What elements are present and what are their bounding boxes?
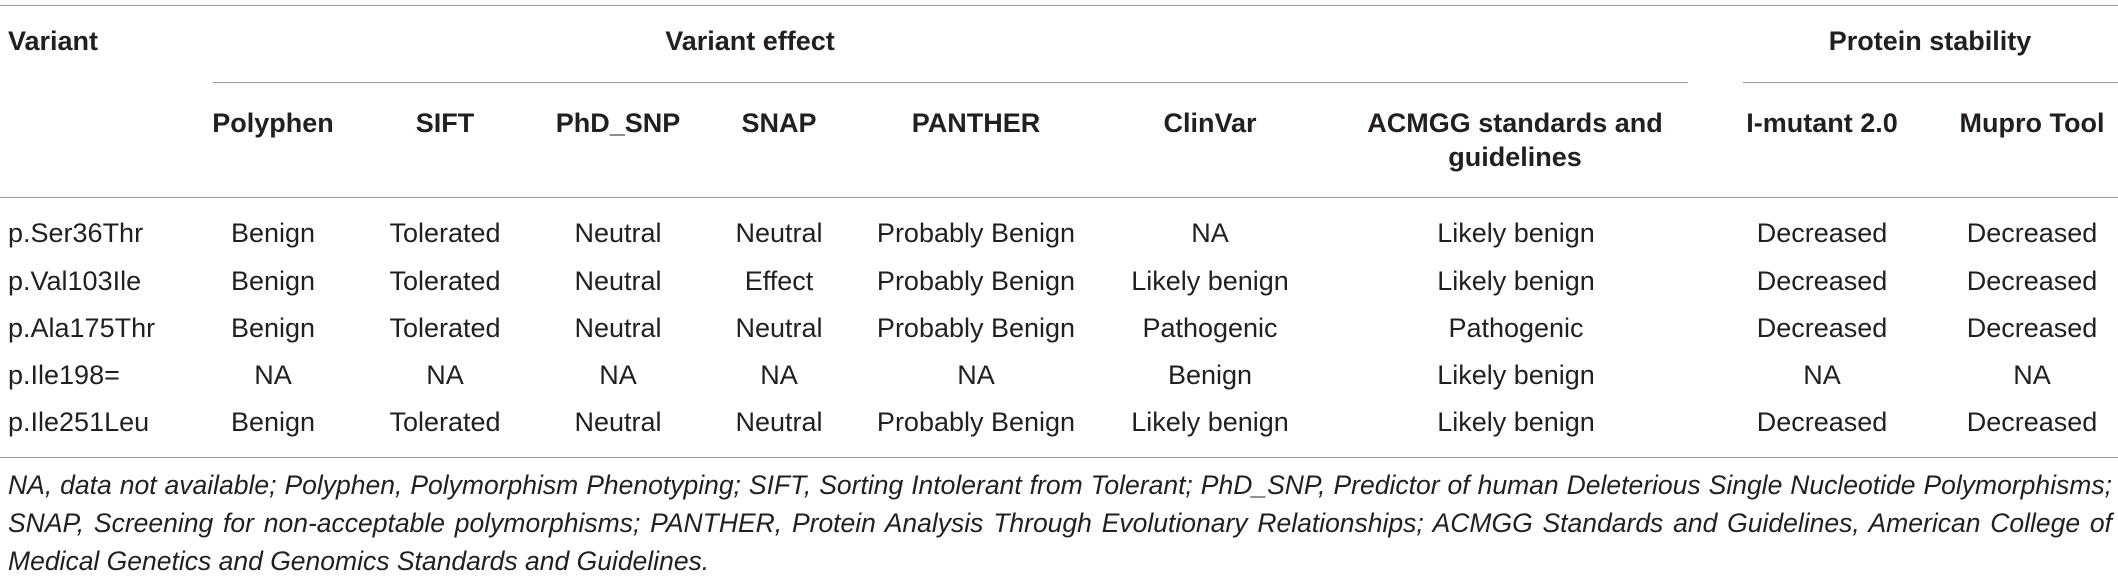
table-cell: Neutral <box>574 266 662 296</box>
column-header-phd-snp: PhD_SNP <box>555 108 681 138</box>
table-cell: NA <box>957 360 995 390</box>
table-cell: Effect <box>744 266 814 296</box>
column-header-polyphen: Polyphen <box>212 108 334 138</box>
table-cell: Benign <box>230 266 316 296</box>
table-cell: Decreased <box>1966 313 2098 343</box>
table-cell: Benign <box>230 407 316 437</box>
table-cell: NA <box>2013 360 2051 390</box>
table-top-rule <box>0 5 2118 6</box>
table-cell: Probably Benign <box>876 266 1076 296</box>
table-cell: Neutral <box>574 313 662 343</box>
table-cell: Neutral <box>735 218 823 248</box>
table-cell: Likely benign <box>1131 266 1289 296</box>
table-cell: Decreased <box>1756 313 1888 343</box>
column-header-clinvar: ClinVar <box>1163 108 1257 138</box>
table-footnote: NA, data not available; Polyphen, Polymo… <box>8 470 2112 576</box>
column-header-sift: SIFT <box>415 108 475 138</box>
table-cell: NA <box>1803 360 1841 390</box>
table-cell: NA <box>1191 218 1229 248</box>
column-header-snap: SNAP <box>741 108 817 138</box>
column-header-mupro: Mupro Tool <box>1959 108 2105 138</box>
table-cell: Neutral <box>574 407 662 437</box>
table-cell: Tolerated <box>389 407 501 437</box>
table-cell: NA <box>426 360 464 390</box>
table-cell: NA <box>760 360 798 390</box>
table-cell: Tolerated <box>389 266 501 296</box>
table-cell: Pathogenic <box>1142 313 1278 343</box>
row-5-variant: p.Ile251Leu <box>8 407 150 437</box>
table-cell: Neutral <box>735 313 823 343</box>
variant-effect-underline <box>213 82 1688 83</box>
table-cell: Decreased <box>1966 407 2098 437</box>
row-3-variant: p.Ala175Thr <box>8 313 156 343</box>
row-1-variant: p.Ser36Thr <box>8 218 144 248</box>
column-header-imutant: I-mutant 2.0 <box>1746 108 1898 138</box>
table-cell: Benign <box>230 313 316 343</box>
table-cell: Benign <box>230 218 316 248</box>
table-cell: Decreased <box>1966 266 2098 296</box>
table-cell: Decreased <box>1756 407 1888 437</box>
header-variant-effect: Variant effect <box>665 26 835 56</box>
table-cell: Decreased <box>1756 218 1888 248</box>
header-variant: Variant <box>8 26 99 56</box>
table-cell: Likely benign <box>1437 218 1595 248</box>
table-cell: Decreased <box>1966 218 2098 248</box>
table-cell: Benign <box>1167 360 1253 390</box>
column-header-acmgg: ACMGG standards and guidelines <box>1367 108 1663 172</box>
table-cell: Pathogenic <box>1448 313 1584 343</box>
table-bottom-rule <box>0 457 2118 458</box>
row-4-variant: p.Ile198= <box>8 360 120 390</box>
table-cell: NA <box>254 360 292 390</box>
table-cell: Probably Benign <box>876 407 1076 437</box>
header-protein-stability: Protein stability <box>1828 26 2032 56</box>
protein-stability-underline <box>1743 82 2118 83</box>
row-2-variant: p.Val103Ile <box>8 266 142 296</box>
header-bottom-rule <box>0 197 2118 198</box>
table-cell: Tolerated <box>389 313 501 343</box>
table-cell: Likely benign <box>1437 407 1595 437</box>
column-header-panther: PANTHER <box>911 108 1041 138</box>
table-cell: Decreased <box>1756 266 1888 296</box>
table-cell: Likely benign <box>1437 360 1595 390</box>
table-cell: Tolerated <box>389 218 501 248</box>
table-cell: Probably Benign <box>876 313 1076 343</box>
table-cell: Likely benign <box>1131 407 1289 437</box>
table-cell: Likely benign <box>1437 266 1595 296</box>
table-cell: Neutral <box>735 407 823 437</box>
table-cell: NA <box>599 360 637 390</box>
table-cell: Neutral <box>574 218 662 248</box>
table-cell: Probably Benign <box>876 218 1076 248</box>
